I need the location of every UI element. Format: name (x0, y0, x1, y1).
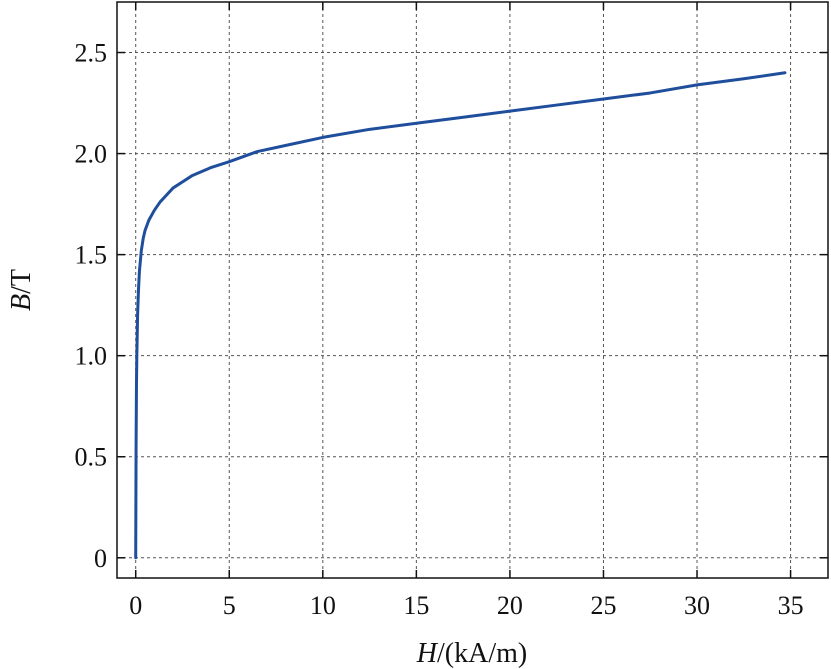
y-tick-label: 1.0 (75, 342, 108, 371)
y-tick-label: 2.5 (75, 39, 108, 68)
x-tick-label: 0 (129, 591, 142, 620)
x-tick-labels: 0 5 10 15 20 25 30 35 (129, 591, 803, 620)
x-tick-label: 20 (497, 591, 523, 620)
x-tick-label: 10 (310, 591, 336, 620)
y-tick-label: 0.5 (75, 443, 108, 472)
axis-ticks (117, 2, 828, 578)
y-tick-label: 1.5 (75, 241, 108, 270)
y-tick-label: 0 (94, 544, 107, 573)
x-axis-label: H/(kA/m) (416, 638, 527, 669)
grid-lines (117, 2, 828, 578)
y-tick-labels: 0 0.5 1.0 1.5 2.0 2.5 (75, 39, 108, 573)
x-tick-label: 5 (223, 591, 236, 620)
plot-frame (116, 1, 829, 579)
x-tick-label: 15 (403, 591, 429, 620)
y-tick-label: 2.0 (75, 140, 108, 169)
series-layer (134, 71, 787, 560)
y-axis-label: B/T (6, 269, 37, 311)
bh-curve-line (134, 71, 787, 560)
x-tick-label: 35 (778, 591, 804, 620)
x-tick-label: 25 (590, 591, 616, 620)
x-tick-label: 30 (684, 591, 710, 620)
